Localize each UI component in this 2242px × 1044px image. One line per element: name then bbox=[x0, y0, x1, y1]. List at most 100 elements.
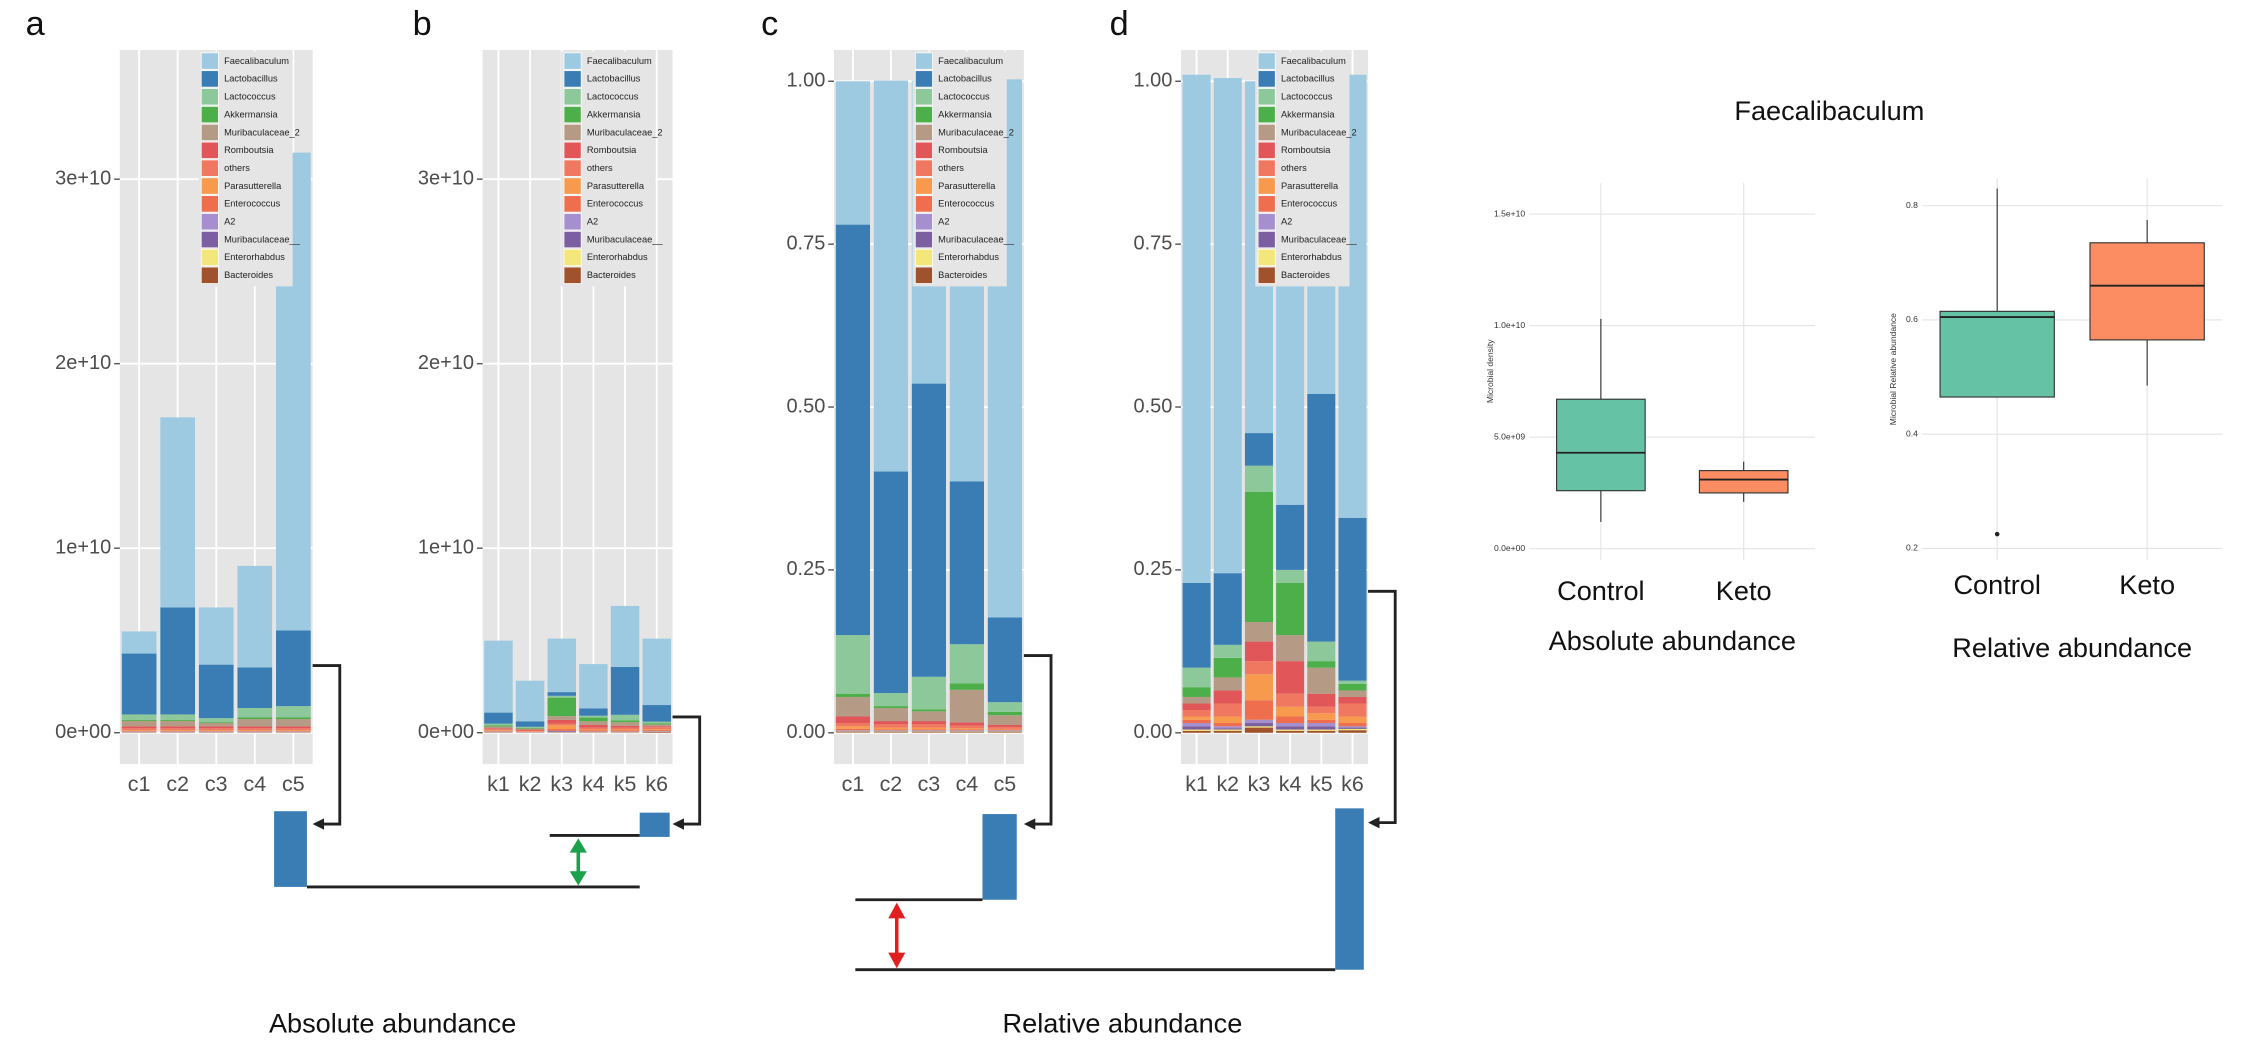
legend-key bbox=[563, 231, 582, 249]
legend-label: Parasutterella bbox=[587, 181, 645, 191]
bar-segment bbox=[237, 728, 273, 731]
bar-segment bbox=[121, 719, 157, 721]
bar-segment bbox=[835, 693, 871, 697]
x-tick-label: k5 bbox=[1310, 772, 1333, 796]
bar-segment bbox=[1276, 723, 1305, 727]
bar-segment bbox=[873, 730, 909, 732]
x-tick-label: k4 bbox=[582, 772, 605, 796]
bar-segment bbox=[1338, 726, 1367, 728]
bar-segment bbox=[1276, 635, 1305, 662]
legend-key bbox=[1257, 106, 1276, 124]
box bbox=[1939, 310, 2055, 398]
bar-segment bbox=[873, 731, 909, 733]
bar-segment bbox=[987, 711, 1022, 716]
bar-segment bbox=[911, 724, 947, 728]
legend-key bbox=[1257, 266, 1276, 284]
bar-segment bbox=[949, 732, 984, 733]
bar-segment bbox=[873, 708, 909, 722]
bar-segment bbox=[949, 725, 984, 729]
bar-segment bbox=[642, 727, 671, 730]
bar-segment bbox=[1182, 723, 1211, 727]
x-tick-label: c1 bbox=[128, 772, 151, 796]
y-axis-title: Microbial density bbox=[1485, 339, 1495, 403]
bar-segment bbox=[1213, 730, 1242, 733]
bar-segment bbox=[1307, 706, 1336, 714]
figure-label: Relative abundance bbox=[1003, 1008, 1243, 1039]
bar-segment bbox=[1307, 726, 1336, 730]
bar-segment bbox=[949, 729, 984, 731]
x-axis-title: Absolute abundance bbox=[1549, 625, 1796, 656]
bar-chart: b 0e+00 1e+10 2e+10 3e+10 k1 k2 k3 k4 k5 k6 Faecali… bbox=[413, 5, 673, 796]
bar-segment bbox=[198, 726, 234, 729]
bar-segment bbox=[911, 730, 947, 732]
bar-segment bbox=[1182, 687, 1211, 697]
x-tick-label: k5 bbox=[614, 772, 637, 796]
legend-label: Muribaculaceae__ bbox=[1281, 234, 1358, 244]
y-tick-label: 2e+10 bbox=[55, 352, 111, 374]
x-tick-label: k6 bbox=[1341, 772, 1364, 796]
bar-segment bbox=[121, 631, 157, 654]
legend-label: Lactococcus bbox=[938, 92, 990, 102]
legend-label: Lactobacillus bbox=[1281, 74, 1335, 84]
y-tick-label: 3e+10 bbox=[418, 167, 474, 189]
bar-segment bbox=[835, 728, 871, 731]
bar-segment bbox=[160, 607, 196, 715]
outlier bbox=[1994, 531, 2000, 537]
bar-segment bbox=[1307, 729, 1336, 731]
legend-label: Muribaculaceae_2 bbox=[938, 127, 1014, 137]
legend-key bbox=[563, 123, 582, 142]
bar-segment bbox=[987, 730, 1022, 731]
box bbox=[1556, 398, 1646, 492]
bar-segment bbox=[1213, 573, 1242, 645]
bar-segment bbox=[484, 729, 513, 731]
bar-segment bbox=[949, 722, 984, 726]
x-tick-label: Keto bbox=[2119, 569, 2175, 600]
bar-segment bbox=[121, 653, 157, 715]
bar-segment bbox=[873, 706, 909, 709]
bar-segment bbox=[1338, 723, 1367, 727]
legend-label: Muribaculaceae__ bbox=[938, 234, 1015, 244]
bar-segment bbox=[642, 721, 671, 724]
legend-label: Enterococcus bbox=[587, 199, 644, 209]
bar-segment bbox=[579, 727, 608, 730]
y-tick-label: 1.0e+10 bbox=[1494, 320, 1525, 330]
legend-label: Parasutterella bbox=[224, 181, 282, 191]
x-tick-label: k6 bbox=[645, 772, 668, 796]
legend-key bbox=[563, 141, 582, 159]
bar-segment bbox=[642, 729, 671, 731]
y-tick-label: 0.25 bbox=[786, 558, 825, 580]
bar-segment bbox=[237, 726, 273, 729]
bar-segment bbox=[949, 730, 984, 731]
panel-letter: c bbox=[761, 5, 778, 43]
arrow-head bbox=[569, 838, 587, 853]
bar-segment bbox=[987, 702, 1022, 712]
legend-label: Bacteroides bbox=[938, 270, 987, 280]
bar-segment bbox=[642, 723, 671, 725]
legend-label: Faecalibaculum bbox=[938, 56, 1003, 66]
bar-chart: c 0.00 0.25 0.50 0.75 1.00 c1 c2 c3 c4 c5 Faecaliba… bbox=[761, 5, 1024, 796]
bar-segment bbox=[1182, 74, 1211, 583]
arrow-head bbox=[1368, 816, 1380, 829]
legend-key bbox=[914, 88, 933, 106]
legend-label: Enterococcus bbox=[224, 199, 281, 209]
y-tick-label: 1e+10 bbox=[418, 536, 474, 558]
bar-segment bbox=[987, 617, 1022, 703]
bar-segment bbox=[835, 716, 871, 724]
panel-letter: d bbox=[1110, 5, 1129, 43]
x-tick-label: k4 bbox=[1279, 772, 1302, 796]
bar-segment bbox=[949, 689, 984, 723]
legend-key bbox=[200, 141, 219, 159]
box bbox=[2089, 242, 2205, 341]
bar-segment bbox=[484, 730, 513, 732]
legend-key bbox=[914, 52, 933, 70]
bar-segment bbox=[949, 730, 984, 732]
bar-segment bbox=[835, 730, 871, 732]
legend-key bbox=[1257, 88, 1276, 106]
bar-segment bbox=[835, 81, 871, 225]
x-tick-label: Keto bbox=[1716, 575, 1772, 606]
legend-label: Faecalibaculum bbox=[587, 56, 652, 66]
arrow-head bbox=[1023, 818, 1036, 830]
blue-block bbox=[1335, 808, 1364, 970]
bar-segment bbox=[237, 565, 273, 668]
legend-label: Enterorhabdus bbox=[1281, 252, 1342, 262]
